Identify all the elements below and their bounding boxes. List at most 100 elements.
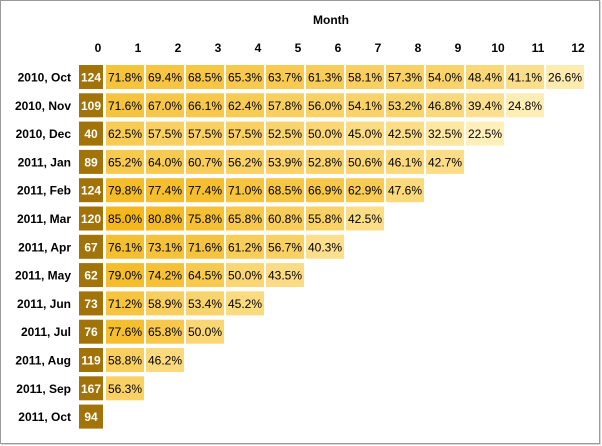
cohort-size-label: 167 [81,382,101,396]
retention-cell [346,121,384,146]
retention-cell [386,149,424,174]
row-label: 2010, Oct [18,71,71,85]
retention-value: 75.8% [188,212,222,226]
column-labels: 0 1 2 3 4 5 6 7 8 9 10 11 12 [95,41,585,55]
retention-value: 54.1% [348,99,382,113]
cohort-size-label: 94 [84,410,98,424]
heatmap-row: 2010, Dec 40 62.5% 57.5% 57.5% 57.5% 52.5% 50.0… [16,121,504,146]
heatmap-row: 2011, Jan 89 65.2% 64.0% 60.7% 56.2% 53.9% 52.8… [18,149,464,174]
retention-cell [186,206,224,231]
retention-value: 77.6% [108,325,142,339]
retention-value: 68.5% [188,71,222,85]
retention-value: 55.8% [308,212,342,226]
cohort-size-cell [79,149,103,174]
retention-cell [266,178,304,203]
row-label: 2010, Dec [16,127,72,141]
cohort-size-label: 67 [84,240,98,254]
retention-cell [146,263,184,288]
column-label: 11 [532,41,545,55]
heatmap-row: 2010, Oct 124 71.8% 69.4% 68.5% 65.3% 63.7% 61.… [18,65,584,89]
retention-cell [226,206,264,231]
cohort-size-cell [79,121,103,146]
retention-value: 52.5% [268,127,302,141]
row-label: 2011, Feb [17,184,71,198]
retention-value: 46.8% [428,99,462,113]
heatmap-row: 2010, Nov 109 71.6% 67.0% 66.1% 62.4% 57.8% 56.… [15,93,544,118]
retention-value: 65.2% [108,155,142,169]
row-label: 2011, Jan [18,155,71,169]
column-label: 7 [375,41,382,55]
retention-cell [346,206,384,231]
retention-value: 54.0% [428,71,462,85]
retention-value: 45.2% [228,297,262,311]
retention-value: 71.6% [188,240,222,254]
retention-cell [106,178,144,203]
cohort-size-label: 62 [84,269,98,283]
retention-cell [186,319,224,344]
retention-cell [106,319,144,344]
retention-value: 62.5% [108,127,142,141]
retention-cell [146,291,184,316]
retention-cell [186,178,224,203]
retention-value: 43.5% [268,269,302,283]
retention-cell [226,178,264,203]
retention-value: 47.6% [388,184,422,198]
retention-value: 71.0% [228,184,262,198]
retention-cell [426,65,464,89]
retention-value: 56.2% [228,155,262,169]
retention-cell [106,121,144,146]
column-label: 8 [415,41,422,55]
retention-cell [306,93,344,118]
cohort-size-cell [79,376,103,401]
retention-value: 57.3% [388,71,422,85]
retention-cell [306,178,344,203]
retention-value: 39.4% [468,99,502,113]
retention-value: 42.5% [348,212,382,226]
retention-cell [506,65,544,89]
retention-value: 50.0% [228,269,262,283]
row-label: 2011, May [15,269,71,283]
column-label: 5 [295,41,302,55]
retention-cell [386,93,424,118]
retention-cell [306,121,344,146]
retention-cell [346,149,384,174]
heatmap-row: 2011, Aug 119 58.8% 46.2% [15,348,184,372]
cohort-size-label: 124 [81,71,101,85]
retention-cell [226,65,264,89]
row-label: 2011, Apr [18,240,71,254]
retention-value: 56.0% [308,99,342,113]
retention-cell [106,206,144,231]
retention-value: 52.8% [308,155,342,169]
retention-cell [426,121,464,146]
heatmap-row: 2011, Oct 94 [18,404,103,429]
retention-cell [346,93,384,118]
retention-value: 62.4% [228,99,262,113]
cohort-size-cell [79,348,103,372]
retention-value: 66.9% [308,184,342,198]
column-label: 0 [95,41,102,55]
retention-value: 53.2% [388,99,422,113]
row-label: 2011, Aug [15,354,71,368]
column-label: 1 [135,41,142,55]
retention-value: 62.9% [348,184,382,198]
retention-value: 56.3% [108,382,142,396]
retention-cell [186,291,224,316]
heatmap-row: 2011, Jul 76 77.6% 65.8% 50.0% [21,319,224,344]
retention-cell [346,65,384,89]
cohort-size-label: 73 [84,297,98,311]
retention-cell [106,376,144,401]
retention-cell [306,149,344,174]
retention-value: 22.5% [468,127,502,141]
retention-value: 56.7% [268,240,302,254]
retention-value: 76.1% [108,240,142,254]
column-label: 6 [335,41,342,55]
retention-cell [146,348,184,372]
retention-cell [186,65,224,89]
retention-cell [506,93,544,118]
retention-cell [146,149,184,174]
retention-value: 61.3% [308,71,342,85]
retention-value: 71.8% [108,71,142,85]
cohort-size-label: 120 [81,212,101,226]
